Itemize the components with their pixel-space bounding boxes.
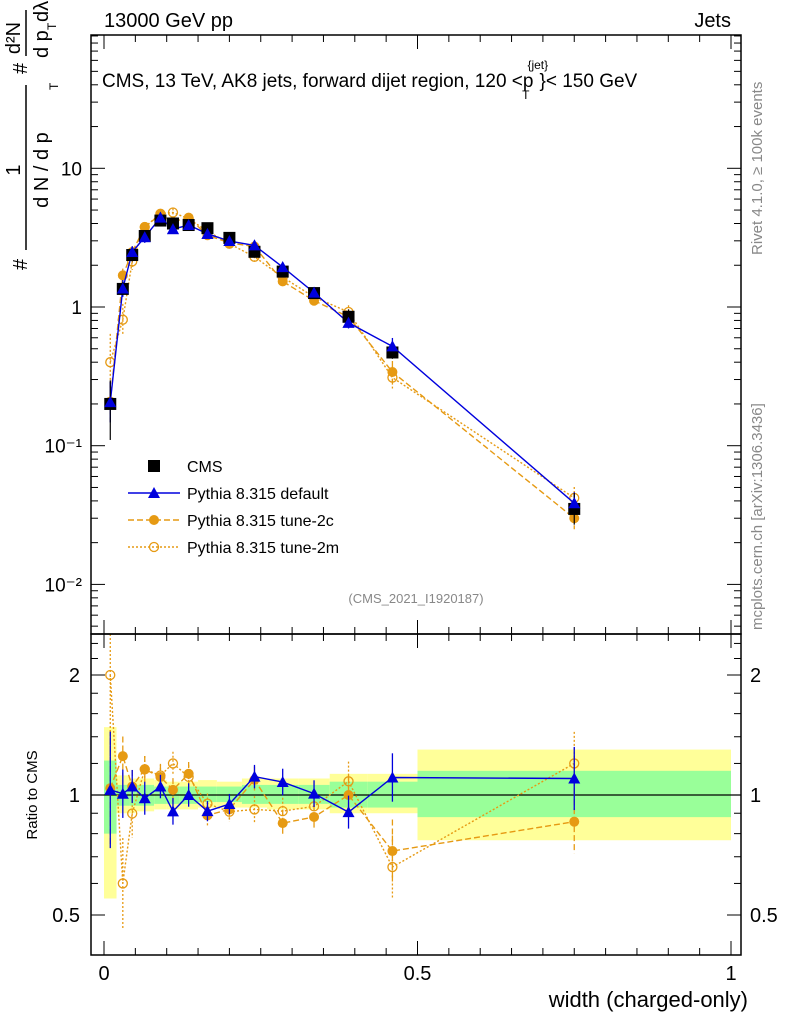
header-left: 13000 GeV pp: [104, 10, 233, 32]
ratio-tick-label-right: 2: [750, 665, 761, 687]
pythia-8-315-default-ratio-point: [248, 770, 261, 782]
ratio-tick-label: 1: [69, 785, 80, 807]
pythia-default-point-top: [223, 235, 236, 247]
legend: CMS Pythia 8.315 default Pythia 8.315 tune…: [128, 459, 339, 557]
x-tick-label: 0.5: [404, 963, 432, 985]
pythia-8-315-tune-2c-line: [109, 213, 575, 519]
pythia-default-point-top: [166, 223, 179, 235]
y-tick-label: 10⁻¹: [45, 437, 83, 458]
pythia-8-315-tune-2c-ratio-point: [387, 846, 398, 857]
pythia-default-point-top: [154, 211, 167, 223]
pythia-8-315-tune-2c-ratio-point: [569, 816, 580, 827]
legend-pythia-8-315-tune-2m-label: Pythia 8.315 tune-2m: [187, 540, 339, 557]
legend-pythia-8-315-tune-2m-marker: [148, 541, 160, 553]
rivet-version-label: Rivet 4.1.0, ≥ 100k events: [749, 82, 766, 255]
ratio-y-label: Ratio to CMS: [24, 750, 41, 839]
legend-pythia-8-315-default-marker: [148, 487, 160, 498]
svg-text:#: #: [10, 258, 32, 270]
pythia-8-315-tune-2m-ratio-point: [127, 808, 138, 819]
pythia-8-315-default-ratio-point: [276, 776, 289, 788]
pythia-default-point-top: [308, 286, 321, 298]
pythia-default-point-top: [276, 261, 289, 273]
cms-point: [568, 502, 581, 515]
pythia-8-315-tune-2m-line: [109, 211, 575, 499]
pythia-default-point-top: [182, 219, 195, 231]
pythia-default-point-top: [116, 282, 129, 294]
pythia-8-315-default-ratio-point: [342, 806, 355, 818]
pythia-8-315-default-ratio-point: [116, 787, 129, 799]
axes: 0 0.5 1 10⁻² 10⁻¹ 1 10 0.5 0.5 1 1 2 2: [45, 34, 778, 985]
pythia-default-point-top: [386, 340, 399, 352]
pythia-8-315-tune-2c-ratio-point: [139, 764, 150, 775]
y-tick-label: 1: [71, 298, 82, 319]
pythia-8-315-default-ratio-point: [126, 780, 139, 792]
pythia-8-315-default-ratio-point: [223, 798, 236, 810]
pythia-8-315-tune-2c-ratio-point: [167, 784, 178, 795]
legend-cms-label: CMS: [187, 459, 223, 476]
y-axis-label: # 1 d N / d p T # d²N d p T dλ: [3, 1, 61, 270]
pythia-default-point-top: [126, 246, 139, 258]
pythia-8-315-tune-2c-ratio-point: [117, 751, 128, 762]
data-marks: [104, 207, 581, 929]
pythia-8-315-default-ratio-point: [568, 772, 581, 784]
pythia-default-point-top: [248, 239, 261, 251]
svg-text:#: #: [10, 62, 32, 74]
pythia-8-315-default-ratio-point: [138, 792, 151, 804]
pythia-8-315-tune-2c-point: [139, 222, 150, 233]
x-axis-label: width (charged-only): [548, 987, 748, 1012]
svg-text:T: T: [47, 82, 61, 90]
header-right: Jets: [694, 10, 731, 32]
svg-text:dλ: dλ: [31, 1, 53, 22]
pythia-8-315-default-ratio-point: [201, 805, 214, 817]
pythia-8-315-tune-2m-ratio-point: [117, 878, 128, 889]
pythia-default-point-top: [138, 231, 151, 243]
pythia-8-315-tune-2m-ratio-point: [249, 804, 260, 815]
mcplots-label: mcplots.cern.ch [arXiv:1306.3436]: [749, 403, 766, 630]
svg-text:d N / d p: d N / d p: [31, 132, 53, 208]
pythia-default-point-top: [104, 396, 117, 408]
pythia-default-point-top: [201, 227, 214, 239]
cms-point: [248, 245, 261, 258]
pythia-8-315-default-ratio-point: [182, 789, 195, 800]
pythia-8-315-tune-2m-ratio-point: [167, 758, 179, 769]
legend-pythia-8-315-tune-2c-marker: [149, 515, 159, 525]
pythia-8-315-default-ratio-point: [308, 787, 321, 799]
pythia-8-315-default-ratio-point: [386, 771, 399, 783]
analysis-tag: (CMS_2021_I1920187): [348, 591, 483, 606]
chart-title: CMS, 13 TeV, AK8 jets, forward dijet reg…: [102, 58, 638, 102]
legend-pythia-8-315-tune-2c-label: Pythia 8.315 tune-2c: [187, 513, 334, 530]
pythia-8-315-default-ratio-point: [154, 780, 167, 792]
pythia-8-315-tune-2c-ratio-point: [277, 818, 288, 829]
y-tick-label: 10: [61, 159, 82, 180]
ratio-tick-label-right: 0.5: [750, 905, 778, 927]
pythia-8-315-tune-2c-ratio-point: [183, 768, 194, 779]
svg-text:T: T: [45, 22, 59, 30]
pythia-8-315-tune-2m-ratio-point: [105, 669, 116, 681]
cms-uncertainty-bands: [91, 727, 741, 899]
pythia-default-point-top: [342, 316, 355, 328]
pythia-8-315-default-ratio-point: [104, 783, 117, 795]
pythia-8-315-tune-2c-ratio-point: [343, 790, 354, 800]
pythia-8-315-tune-2m-ratio-point: [387, 861, 398, 873]
legend-pythia-8-315-default-label: Pythia 8.315 default: [187, 486, 329, 503]
ratio-tick-label: 0.5: [52, 905, 80, 927]
svg-text:1: 1: [3, 164, 25, 175]
x-tick-label: 1: [725, 963, 736, 985]
legend-cms-marker: [148, 460, 160, 472]
pythia-default-point-top: [568, 497, 581, 509]
svg-text:d²N: d²N: [3, 22, 25, 54]
pythia-8-315-tune-2c-point: [277, 276, 288, 287]
ratio-tick-label: 2: [69, 665, 80, 687]
pythia-8-315-default-ratio-point: [166, 805, 179, 817]
x-tick-label: 0: [98, 963, 109, 985]
ratio-tick-label-right: 1: [750, 785, 761, 807]
svg-text:d p: d p: [31, 30, 53, 58]
y-tick-label: 10⁻²: [45, 575, 83, 596]
pythia-8-315-default-line: [109, 216, 575, 504]
pythia-8-315-tune-2c-ratio-point: [309, 811, 320, 822]
pythia-8-315-tune-2c-point: [387, 366, 398, 377]
